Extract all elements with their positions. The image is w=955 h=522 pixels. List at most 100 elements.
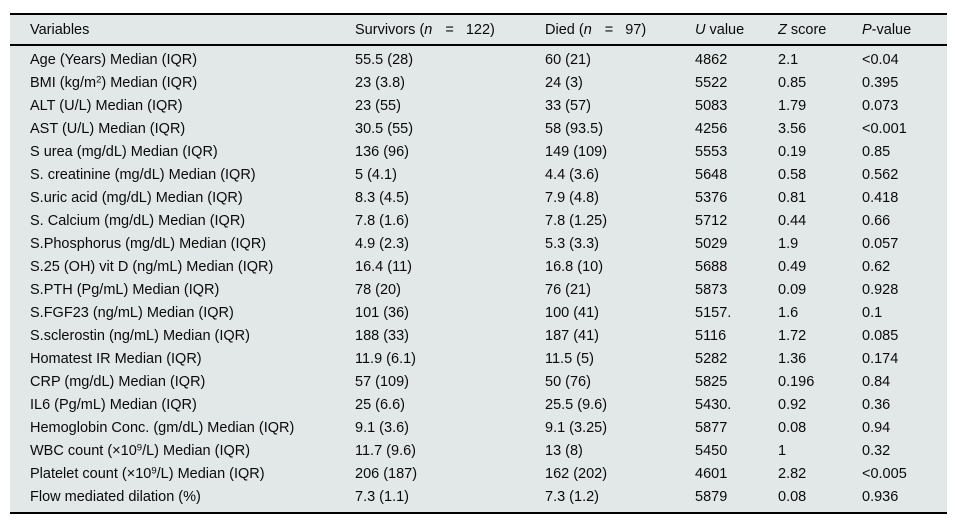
cell-u: 4256 xyxy=(695,120,728,137)
cell-u: 5712 xyxy=(695,212,728,229)
cell-died: 162 (202) xyxy=(545,465,608,482)
cell-variable: BMI (kg/m2) Median (IQR) xyxy=(30,74,198,91)
u-symbol: U xyxy=(695,21,706,38)
column-header-u-value: U value xyxy=(695,22,778,38)
table-row: Flow mediated dilation (%) 7.3 (1.1) 7.3 (… xyxy=(10,485,947,508)
cell-survivors: 188 (33) xyxy=(355,327,410,344)
cell-p: 0.62 xyxy=(862,258,891,275)
table-row: IL6 (Pg/mL) Median (IQR) 25 (6.6) 25.5 (9.… xyxy=(10,393,947,416)
cell-variable: Platelet count (×109/L) Median (IQR) xyxy=(30,465,265,482)
u-value-label: value xyxy=(705,21,745,38)
cell-p: 0.057 xyxy=(862,235,899,252)
cell-survivors: 55.5 (28) xyxy=(355,51,414,68)
cell-variable: S. creatinine (mg/dL) Median (IQR) xyxy=(30,166,256,183)
cell-p: 0.073 xyxy=(862,97,899,114)
cell-variable: AST (U/L) Median (IQR) xyxy=(30,120,186,137)
column-header-z-score: Z score xyxy=(778,22,862,38)
cell-z: 3.56 xyxy=(778,120,807,137)
cell-variable: S.Phosphorus (mg/dL) Median (IQR) xyxy=(30,235,267,252)
cell-u: 5648 xyxy=(695,166,728,183)
cell-z: 0.196 xyxy=(778,373,815,390)
cell-variable: S.uric acid (mg/dL) Median (IQR) xyxy=(30,189,243,206)
table-row: AST (U/L) Median (IQR) 30.5 (55) 58 (93.5)… xyxy=(10,117,947,140)
table-row: S.uric acid (mg/dL) Median (IQR) 8.3 (4.5… xyxy=(10,186,947,209)
cell-u: 5430. xyxy=(695,396,732,413)
z-symbol: Z xyxy=(778,21,787,38)
cell-p: 0.66 xyxy=(862,212,891,229)
cell-died: 100 (41) xyxy=(545,304,600,321)
cell-survivors: 25 (6.6) xyxy=(355,396,405,413)
table-row: Platelet count (×109/L) Median (IQR) 206 … xyxy=(10,462,947,485)
cell-variable: IL6 (Pg/mL) Median (IQR) xyxy=(30,396,197,413)
table-row: WBC count (×109/L) Median (IQR) 11.7 (9.6… xyxy=(10,439,947,462)
table-row: S.PTH (Pg/mL) Median (IQR) 78 (20) 76 (21)… xyxy=(10,278,947,301)
cell-u: 4601 xyxy=(695,465,728,482)
superscript: 2 xyxy=(96,74,102,85)
cell-z: 0.81 xyxy=(778,189,807,206)
table-body: Age (Years) Median (IQR) 55.5 (28) 60 (21)… xyxy=(10,46,947,512)
cell-variable: WBC count (×109/L) Median (IQR) xyxy=(30,442,251,459)
cell-z: 0.08 xyxy=(778,419,807,436)
cell-variable: S urea (mg/dL) Median (IQR) xyxy=(30,143,218,160)
cell-z: 0.09 xyxy=(778,281,807,298)
cell-survivors: 7.3 (1.1) xyxy=(355,488,409,505)
cell-p: <0.04 xyxy=(862,51,899,68)
table-row: BMI (kg/m2) Median (IQR) 23 (3.8) 24 (3) 55… xyxy=(10,71,947,94)
survivors-count: 122) xyxy=(465,21,495,38)
table-row: S.Phosphorus (mg/dL) Median (IQR) 4.9 (2.… xyxy=(10,232,947,255)
table-row: S. Calcium (mg/dL) Median (IQR) 7.8 (1.6)… xyxy=(10,209,947,232)
cell-died: 13 (8) xyxy=(545,442,583,459)
cell-z: 0.08 xyxy=(778,488,807,505)
cell-z: 0.49 xyxy=(778,258,807,275)
cell-p: 0.36 xyxy=(862,396,891,413)
column-header-died: Died (n = 97) xyxy=(545,22,695,38)
cell-u: 5282 xyxy=(695,350,728,367)
z-score-label: score xyxy=(786,21,827,38)
cell-variable: S.FGF23 (ng/mL) Median (IQR) xyxy=(30,304,234,321)
cell-died: 16.8 (10) xyxy=(545,258,604,275)
cell-p: 0.84 xyxy=(862,373,891,390)
cell-u: 5376 xyxy=(695,189,728,206)
cell-u: 5879 xyxy=(695,488,728,505)
cell-died: 4.4 (3.6) xyxy=(545,166,599,183)
survivors-n-symbol: n xyxy=(424,21,433,38)
cell-survivors: 23 (55) xyxy=(355,97,401,114)
cell-u: 5522 xyxy=(695,74,728,91)
cell-variable: Flow mediated dilation (%) xyxy=(30,488,201,505)
table-row: S.FGF23 (ng/mL) Median (IQR) 101 (36) 100 … xyxy=(10,301,947,324)
table-row: S. creatinine (mg/dL) Median (IQR) 5 (4.1… xyxy=(10,163,947,186)
cell-p: 0.85 xyxy=(862,143,891,160)
table-row: Hemoglobin Conc. (gm/dL) Median (IQR) 9.1… xyxy=(10,416,947,439)
cell-survivors: 8.3 (4.5) xyxy=(355,189,409,206)
cell-survivors: 23 (3.8) xyxy=(355,74,405,91)
equals-sign: = xyxy=(445,21,454,38)
cell-died: 33 (57) xyxy=(545,97,591,114)
cell-survivors: 101 (36) xyxy=(355,304,410,321)
cell-z: 2.82 xyxy=(778,465,807,482)
cell-variable: S.PTH (Pg/mL) Median (IQR) xyxy=(30,281,220,298)
cell-variable: CRP (mg/dL) Median (IQR) xyxy=(30,373,206,390)
table-row: S.sclerostin (ng/mL) Median (IQR) 188 (33… xyxy=(10,324,947,347)
column-header-survivors: Survivors (n = 122) xyxy=(355,22,545,38)
table-row: S urea (mg/dL) Median (IQR) 136 (96) 149 (… xyxy=(10,140,947,163)
cell-u: 5873 xyxy=(695,281,728,298)
cell-died: 25.5 (9.6) xyxy=(545,396,608,413)
table-row: ALT (U/L) Median (IQR) 23 (55) 33 (57) 5083… xyxy=(10,94,947,117)
cell-survivors: 30.5 (55) xyxy=(355,120,414,137)
cell-died: 5.3 (3.3) xyxy=(545,235,599,252)
cell-died: 11.5 (5) xyxy=(545,350,594,367)
cell-died: 9.1 (3.25) xyxy=(545,419,608,436)
cell-u: 5083 xyxy=(695,97,728,114)
cell-p: 0.562 xyxy=(862,166,899,183)
cell-p: 0.395 xyxy=(862,74,899,91)
cell-z: 1 xyxy=(778,442,787,459)
cell-died: 76 (21) xyxy=(545,281,591,298)
cell-p: <0.005 xyxy=(862,465,907,482)
cell-died: 58 (93.5) xyxy=(545,120,604,137)
cell-z: 1.36 xyxy=(778,350,807,367)
cell-z: 1.6 xyxy=(778,304,799,321)
cell-variable: Age (Years) Median (IQR) xyxy=(30,51,198,68)
cell-z: 0.44 xyxy=(778,212,807,229)
cell-z: 0.92 xyxy=(778,396,807,413)
cell-variable: Hemoglobin Conc. (gm/dL) Median (IQR) xyxy=(30,419,295,436)
